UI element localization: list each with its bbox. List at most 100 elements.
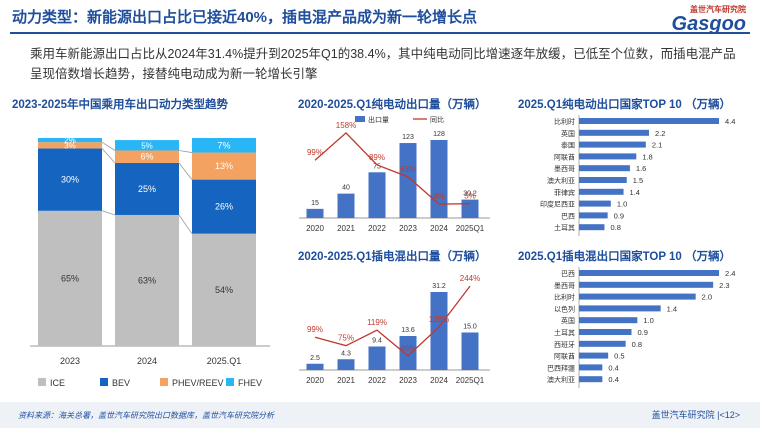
hbar-value-label: 1.5 xyxy=(633,176,643,185)
hbar-1 xyxy=(579,129,649,136)
country-label: 西班牙 xyxy=(554,340,575,349)
yoy-label: 99% xyxy=(307,325,323,334)
connector-line xyxy=(101,210,116,216)
hbar-3 xyxy=(579,305,661,312)
connector-line xyxy=(101,148,116,164)
bar-value-label: 128 xyxy=(433,131,445,138)
segment-label: 6% xyxy=(140,152,153,162)
hbar-value-label: 1.6 xyxy=(636,164,646,173)
country-label: 土耳其 xyxy=(554,223,575,232)
legend-label: BEV xyxy=(112,378,130,388)
hbar-value-label: 1.0 xyxy=(617,200,627,209)
x-tick-label: 2024 xyxy=(430,224,448,233)
yoy-label: 63% xyxy=(400,165,416,174)
country-label: 以色列 xyxy=(554,304,575,313)
hbar-7 xyxy=(579,352,609,359)
hbar-2 xyxy=(579,141,646,148)
hbar-3 xyxy=(579,153,637,160)
hbar-0 xyxy=(579,118,719,124)
bar-export-2 xyxy=(368,346,386,370)
yoy-label: 5% xyxy=(464,192,476,201)
powertrain-mix-chart: 65% 30% 3%2% 2023 63% 25% 6% 5% 2024 54% 26% 13% 7% 2… xyxy=(30,136,270,388)
yoy-line xyxy=(314,285,471,357)
bar-export-4 xyxy=(430,140,448,218)
hbar-value-label: 2.0 xyxy=(702,293,712,302)
x-tick-label: 2020 xyxy=(306,376,324,385)
x-tick-label: 2024 xyxy=(430,376,448,385)
country-label: 巴西 xyxy=(561,270,575,278)
connector-line xyxy=(101,141,116,151)
country-label: 阿联酋 xyxy=(554,352,575,361)
bar-value-label: 2.5 xyxy=(310,355,320,362)
segment-label: 26% xyxy=(215,202,233,212)
hbar-value-label: 0.4 xyxy=(608,363,618,372)
legend-swatch-exports xyxy=(355,116,365,122)
country-label: 墨西哥 xyxy=(554,282,575,290)
bar-bev-2 xyxy=(192,179,256,234)
bar-phev-reev-1 xyxy=(115,150,179,163)
bar-fhev-0 xyxy=(38,138,102,143)
legend-swatch xyxy=(226,378,234,386)
legend-swatch xyxy=(100,378,108,386)
bar-export-1 xyxy=(337,359,355,370)
hbar-6 xyxy=(579,340,626,347)
bar-export-0 xyxy=(306,208,324,218)
source-note: 资料来源：海关总署，盖世汽车研究院出口数据库，盖世汽车研究院分析 xyxy=(18,411,274,420)
bar-ice-2 xyxy=(192,233,256,346)
bar-value-label: 75 xyxy=(373,163,381,170)
logo-en: Gasgoo xyxy=(671,13,746,35)
segment-label: 65% xyxy=(61,273,79,283)
legend-label: ICE xyxy=(50,378,65,388)
hbar-5 xyxy=(579,329,632,335)
segment-label: 13% xyxy=(215,161,233,171)
legend-label-yoy: 同比 xyxy=(430,115,444,124)
hbar-value-label: 2.3 xyxy=(719,281,729,290)
hbar-value-label: 0.5 xyxy=(614,352,624,361)
phev-chart-title: 2020-2025.Q1插电混出口量（万辆） xyxy=(298,251,487,263)
x-tick-label: 2023 xyxy=(399,224,417,233)
segment-label: 3% xyxy=(64,141,76,150)
x-tick-label: 2023 xyxy=(399,376,417,385)
hbar-value-label: 0.4 xyxy=(608,375,618,384)
country-label: 土耳其 xyxy=(554,328,575,337)
bev-exports-chart: 15 2020 40 2021 75 2022 123 2023 128 2024 30.2 2025… xyxy=(299,115,490,233)
hbar-value-label: 2.2 xyxy=(655,129,665,138)
x-tick-label: 2023 xyxy=(60,356,80,366)
bar-value-label: 30.2 xyxy=(463,191,477,198)
bar-export-3 xyxy=(399,143,417,218)
hbar-value-label: 4.4 xyxy=(725,117,735,126)
hbar-0 xyxy=(579,270,719,276)
hbar-4 xyxy=(579,165,630,172)
yoy-label: 4% xyxy=(433,192,445,201)
country-label: 菲律宾 xyxy=(554,188,575,197)
country-label: 印度尼西亚 xyxy=(540,200,575,209)
hbar-value-label: 0.9 xyxy=(638,328,648,337)
country-label: 阿联酋 xyxy=(554,152,575,161)
bar-export-2 xyxy=(368,172,386,218)
country-label: 巴西拜疆 xyxy=(547,363,575,372)
country-label: 墨西哥 xyxy=(554,165,575,173)
bar-export-3 xyxy=(399,336,417,370)
bar-value-label: 31.2 xyxy=(432,283,446,290)
connector-line xyxy=(178,150,193,153)
yoy-label: 119% xyxy=(367,318,387,327)
country-label: 比利时 xyxy=(554,293,575,302)
x-tick-label: 2025Q1 xyxy=(456,224,485,233)
segment-label: 5% xyxy=(141,141,153,150)
phev-exports-chart: 2.5 2020 4.3 2021 9.4 2022 13.6 2023 31.2 2024 15.… xyxy=(299,274,490,385)
bar-phev-reev-2 xyxy=(192,152,256,180)
yoy-label: 99% xyxy=(307,148,323,157)
country-label: 英国 xyxy=(561,129,575,138)
page-number: 盖世汽车研究院 |<12> xyxy=(651,410,740,420)
bar-value-label: 40 xyxy=(342,185,350,192)
hbar-9 xyxy=(579,376,603,383)
hbar-value-label: 0.9 xyxy=(614,211,624,220)
yoy-label: 158% xyxy=(336,121,356,130)
hbar-value-label: 1.4 xyxy=(667,304,677,313)
connector-line xyxy=(178,162,193,180)
footer-bar xyxy=(0,402,760,428)
bar-export-1 xyxy=(337,193,355,218)
x-tick-label: 2024 xyxy=(137,356,157,366)
yoy-label: 89% xyxy=(369,153,385,162)
yoy-label: 244% xyxy=(460,274,480,283)
